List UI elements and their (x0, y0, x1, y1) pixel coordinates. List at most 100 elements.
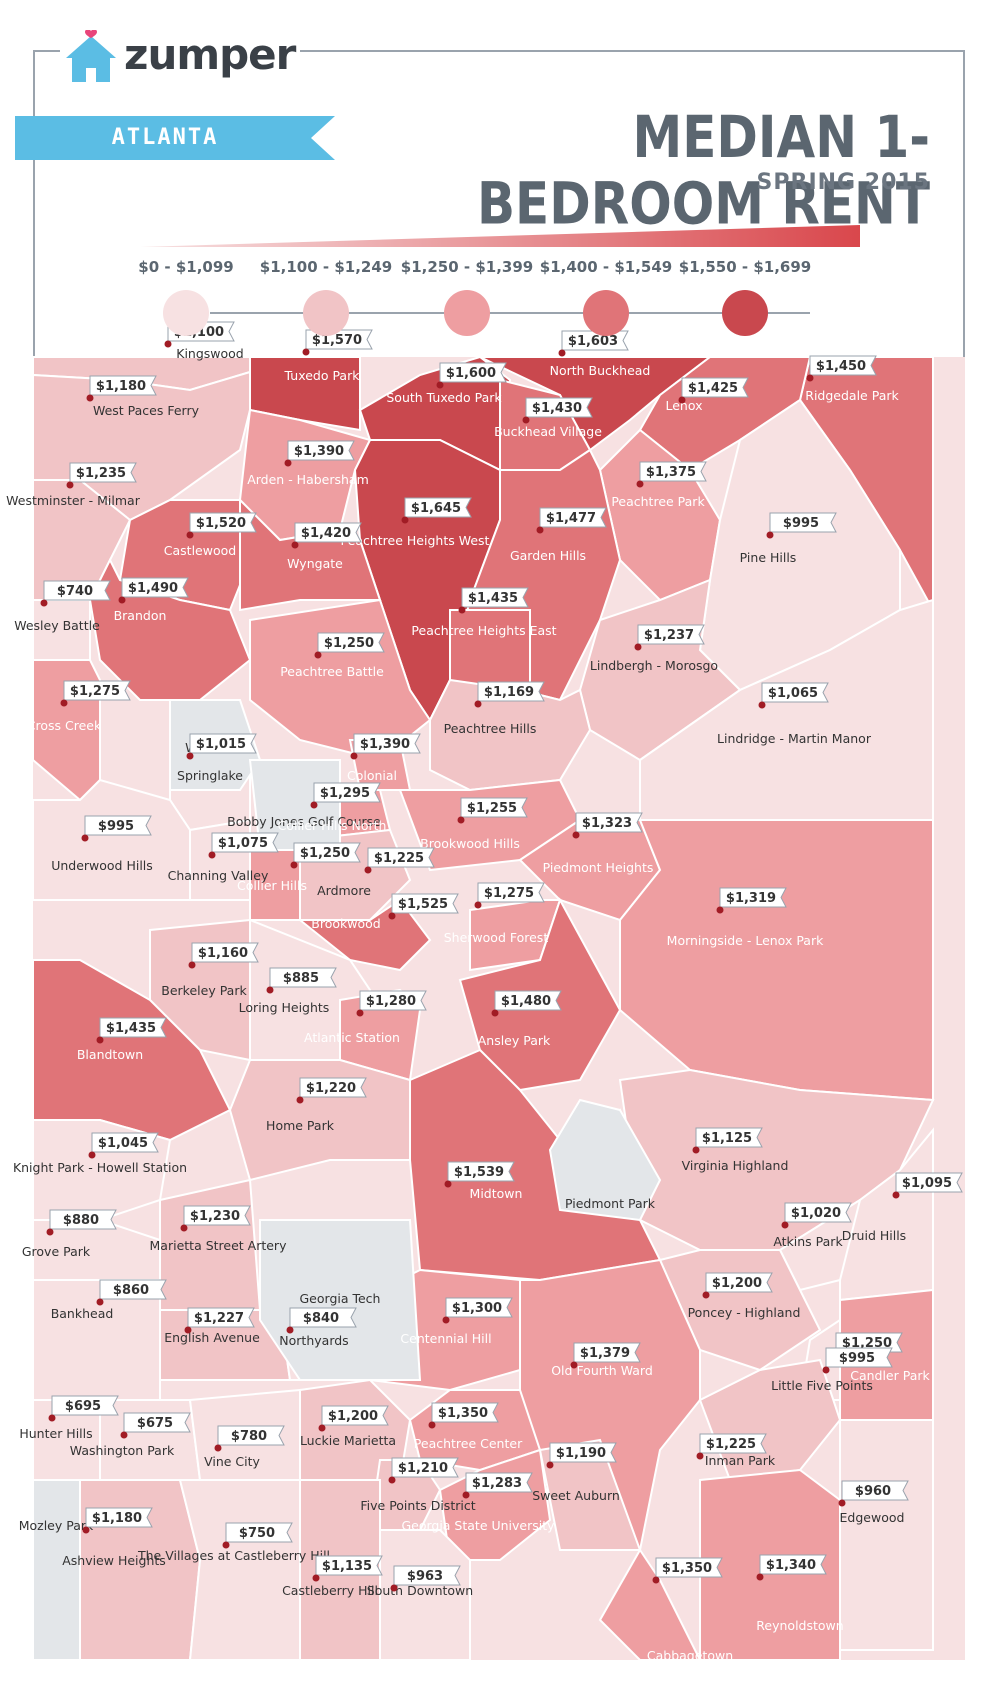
price-label: $1,480 (501, 994, 551, 1009)
legend-gradient-wedge (140, 225, 860, 247)
neighborhood-label: Morningside - Lenox Park (667, 933, 824, 948)
neighborhood-label: Marietta Street Artery (150, 1238, 288, 1253)
price-pin (96, 1298, 104, 1306)
neighborhood-label: Sweet Auburn (532, 1488, 620, 1503)
price-label: $1,390 (360, 737, 410, 752)
city-label: ATLANTA (111, 125, 219, 150)
price-tag (575, 812, 643, 833)
neighborhood-label: Washington Park (70, 1443, 175, 1458)
price-pin (186, 752, 194, 760)
region-peachtree-heights-east (449, 609, 531, 691)
price-tag (525, 397, 593, 418)
region-luckie-marietta (299, 1378, 412, 1481)
neighborhood-label: Poncey - Highland (688, 1305, 801, 1320)
neighborhood-label: Peachtree Park (611, 494, 705, 509)
neighborhood-label: Loring Heights (239, 1000, 330, 1015)
price-label: $1,350 (438, 1406, 488, 1421)
price-tag (191, 942, 259, 963)
region-morningside-lenox-park (619, 819, 934, 1102)
price-label: $1,570 (312, 333, 362, 348)
price-label: $780 (231, 1429, 267, 1444)
price-pin (296, 1096, 304, 1104)
neighborhood-label: Kingswood (176, 346, 244, 361)
price-label: $1,065 (768, 686, 818, 701)
price-pin (442, 1316, 450, 1324)
price-tag (359, 990, 427, 1011)
price-label: $1,225 (706, 1437, 756, 1452)
price-pin (318, 1424, 326, 1432)
price-pin (120, 1431, 128, 1439)
price-pin (81, 834, 89, 842)
price-pin (40, 599, 48, 607)
price-tag (895, 1172, 963, 1193)
price-label: $840 (303, 1311, 339, 1326)
neighborhood-label: Knight Park - Howell Station (13, 1160, 187, 1175)
price-tag (217, 1425, 285, 1446)
price-tag (353, 733, 421, 754)
price-pin (766, 531, 774, 539)
price-label: $1,490 (128, 581, 178, 596)
price-label: $1,180 (92, 1511, 142, 1526)
price-pin (222, 1541, 230, 1549)
price-label: $963 (407, 1569, 443, 1584)
price-tag (63, 680, 131, 701)
neighborhood-label: Centennial Hill (400, 1331, 491, 1346)
price-pin (82, 1526, 90, 1534)
neighborhood-label: Berkeley Park (161, 983, 247, 998)
neighborhood-label: West Paces Ferry (93, 403, 200, 418)
neighborhood-label: Underwood Hills (51, 858, 153, 873)
price-tag (293, 842, 361, 863)
price-pin (291, 541, 299, 549)
price-pin (266, 986, 274, 994)
price-tag (477, 681, 545, 702)
price-pin (696, 1452, 704, 1460)
price-label: $1,420 (301, 526, 351, 541)
price-label: $1,210 (398, 1461, 448, 1476)
price-label: $1,045 (98, 1136, 148, 1151)
price-tag (539, 507, 607, 528)
price-tag (699, 1433, 767, 1454)
neighborhood-label: Garden Hills (510, 548, 586, 563)
price-label: $1,645 (411, 501, 461, 516)
price-label: $740 (57, 584, 93, 599)
neighborhood-label: Cross Creek (27, 718, 102, 733)
price-tag (313, 782, 381, 803)
price-tag (317, 632, 385, 653)
price-label: $1,075 (218, 836, 268, 851)
price-pin (428, 1421, 436, 1429)
price-tag (494, 990, 562, 1011)
neighborhood-label: Ansley Park (478, 1033, 551, 1048)
neighborhood-label: Cabbagetown (647, 1648, 733, 1663)
price-tag (89, 375, 157, 396)
price-tag (84, 815, 152, 836)
price-label: $1,283 (472, 1476, 522, 1491)
price-pin (678, 396, 686, 404)
price-label: $1,525 (398, 897, 448, 912)
price-tag (299, 1077, 367, 1098)
region-wyngate (239, 497, 382, 612)
region-edgewood (839, 1419, 934, 1651)
map-labels: WoodfieldBobby Jones Golf CoursePiedmont… (6, 321, 963, 1663)
neighborhood-label: Buckhead Village (494, 424, 602, 439)
price-label: $1,200 (328, 1409, 378, 1424)
neighborhood-label: Colonial (347, 768, 397, 783)
price-label: $750 (239, 1526, 275, 1541)
neighborhood-label: Tuxedo Park (284, 368, 361, 383)
price-label: $885 (283, 971, 319, 986)
neighborhood-label: North Buckhead (550, 363, 651, 378)
price-tag (809, 355, 877, 376)
legend-swatch-4 (722, 290, 768, 336)
house-icon (66, 30, 116, 82)
zumper-logo: zumper (62, 24, 296, 90)
no-data-label: Piedmont Park (565, 1196, 656, 1211)
price-tag (49, 1209, 117, 1230)
price-pin (702, 1291, 710, 1299)
price-label: $1,235 (76, 466, 126, 481)
legend-range-0: $0 - $1,099 (138, 258, 234, 276)
neighborhood-label: Brandon (114, 608, 167, 623)
neighborhood-label: Old Fourth Ward (551, 1363, 653, 1378)
price-label: $1,435 (106, 1021, 156, 1036)
neighborhood-label: Midtown (470, 1186, 523, 1201)
neighborhood-label: Reynoldstown (756, 1618, 843, 1633)
neighborhood-label: Inman Park (705, 1453, 776, 1468)
